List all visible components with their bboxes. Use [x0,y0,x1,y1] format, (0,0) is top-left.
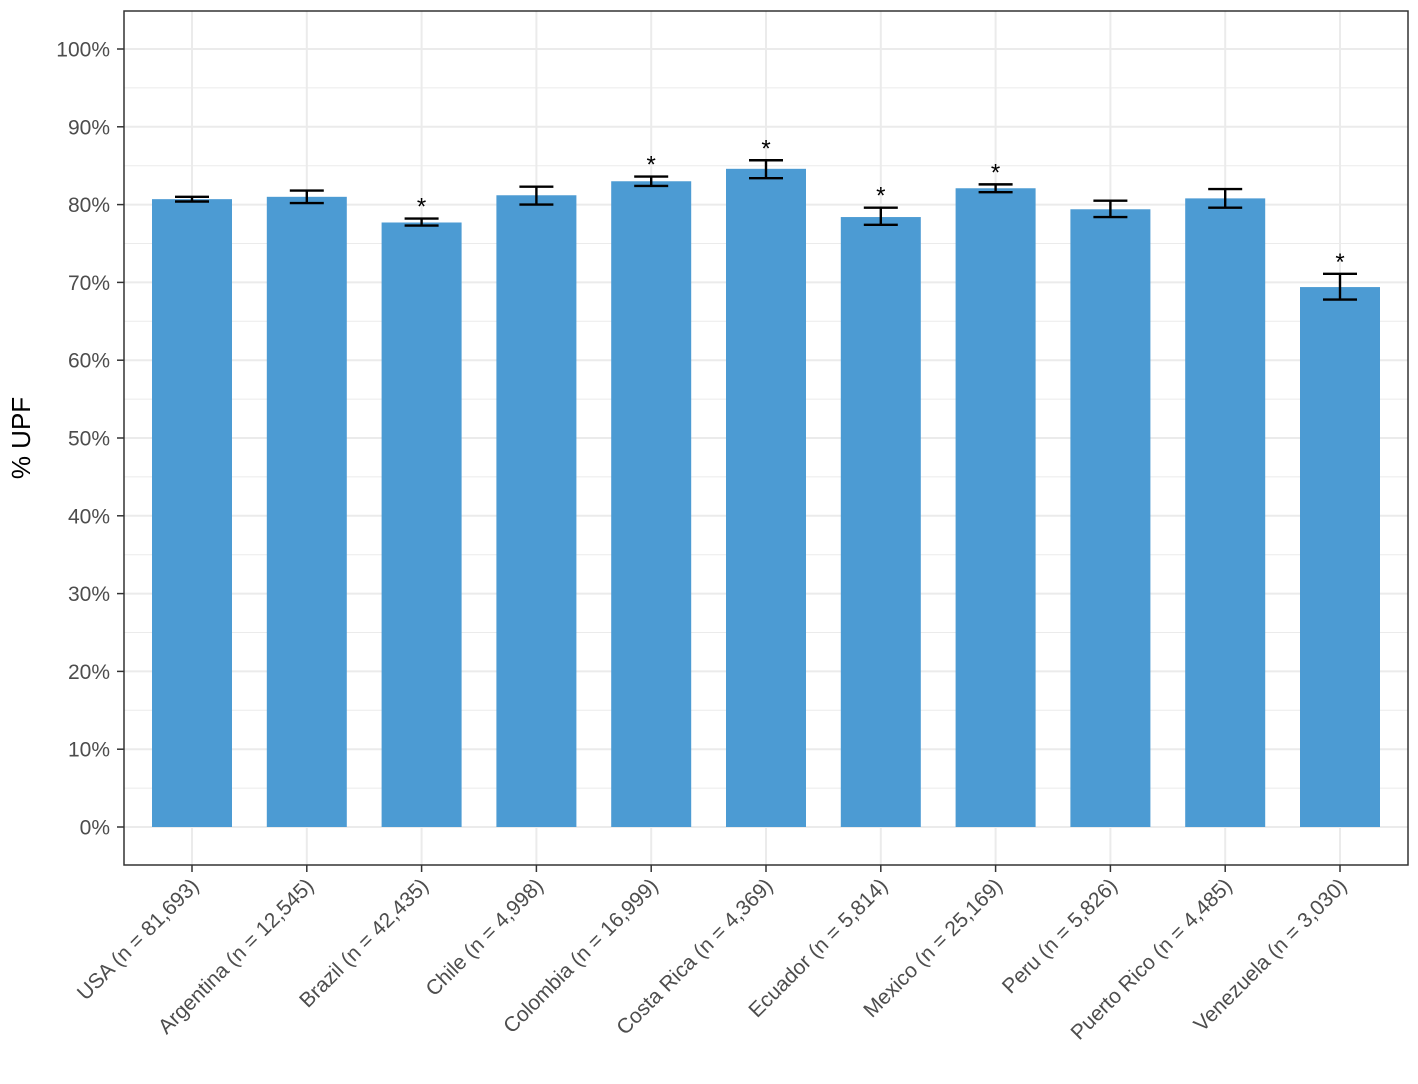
x-tick-label: Brazil (n = 42,435) [295,874,433,1012]
y-tick-label: 50% [68,428,110,451]
y-axis: 0% 10% 20% 30% 40% 50% 60% 70% 80% 90% 100% [56,39,124,840]
bar [726,168,806,827]
significance-marker: * [647,152,656,179]
error-bar [289,189,324,205]
bar [152,199,232,828]
error-bar [749,159,783,180]
y-tick-label: 60% [68,350,110,373]
significance-markers: * * * * * * [417,135,1345,276]
significance-marker: * [876,183,885,210]
x-tick-label: USA (n = 81,693) [73,874,204,1005]
y-tick-label: 0% [80,817,110,840]
y-tick-label: 70% [68,272,110,295]
error-bar [404,217,439,227]
y-tick-label: 20% [68,661,110,684]
y-tick-label: 10% [68,739,110,762]
bars [152,168,1380,828]
error-bar [175,195,209,203]
significance-marker: * [761,135,770,162]
significance-marker: * [991,159,1000,186]
error-bar [863,206,898,227]
bar [496,195,577,828]
error-bar [634,175,669,188]
bar [1185,198,1266,828]
bar [840,217,921,828]
significance-marker: * [417,194,426,221]
x-tick-label: Peru (n = 5,826) [998,874,1122,998]
significance-marker: * [1335,249,1344,276]
bar [1300,287,1380,827]
bar [955,188,1036,828]
bar [266,196,347,827]
y-tick-label: 90% [68,116,110,139]
bar [381,222,462,827]
error-bar [1323,272,1357,301]
x-tick-label: Chile (n = 4,998) [421,874,547,1000]
y-tick-label: 80% [68,194,110,217]
bar [611,181,692,827]
error-bar [978,183,1013,194]
y-axis-title: % UPF [6,397,36,479]
error-bar [519,185,554,206]
x-axis: USA (n = 81,693)Argentina (n = 12,545)Br… [73,865,1352,1044]
error-bars [175,159,1357,301]
y-tick-label: 40% [68,505,110,528]
error-bar [1208,187,1243,209]
error-bar [1093,199,1128,219]
y-tick-label: 100% [56,39,110,62]
bar [1070,209,1151,827]
y-tick-label: 30% [68,583,110,606]
